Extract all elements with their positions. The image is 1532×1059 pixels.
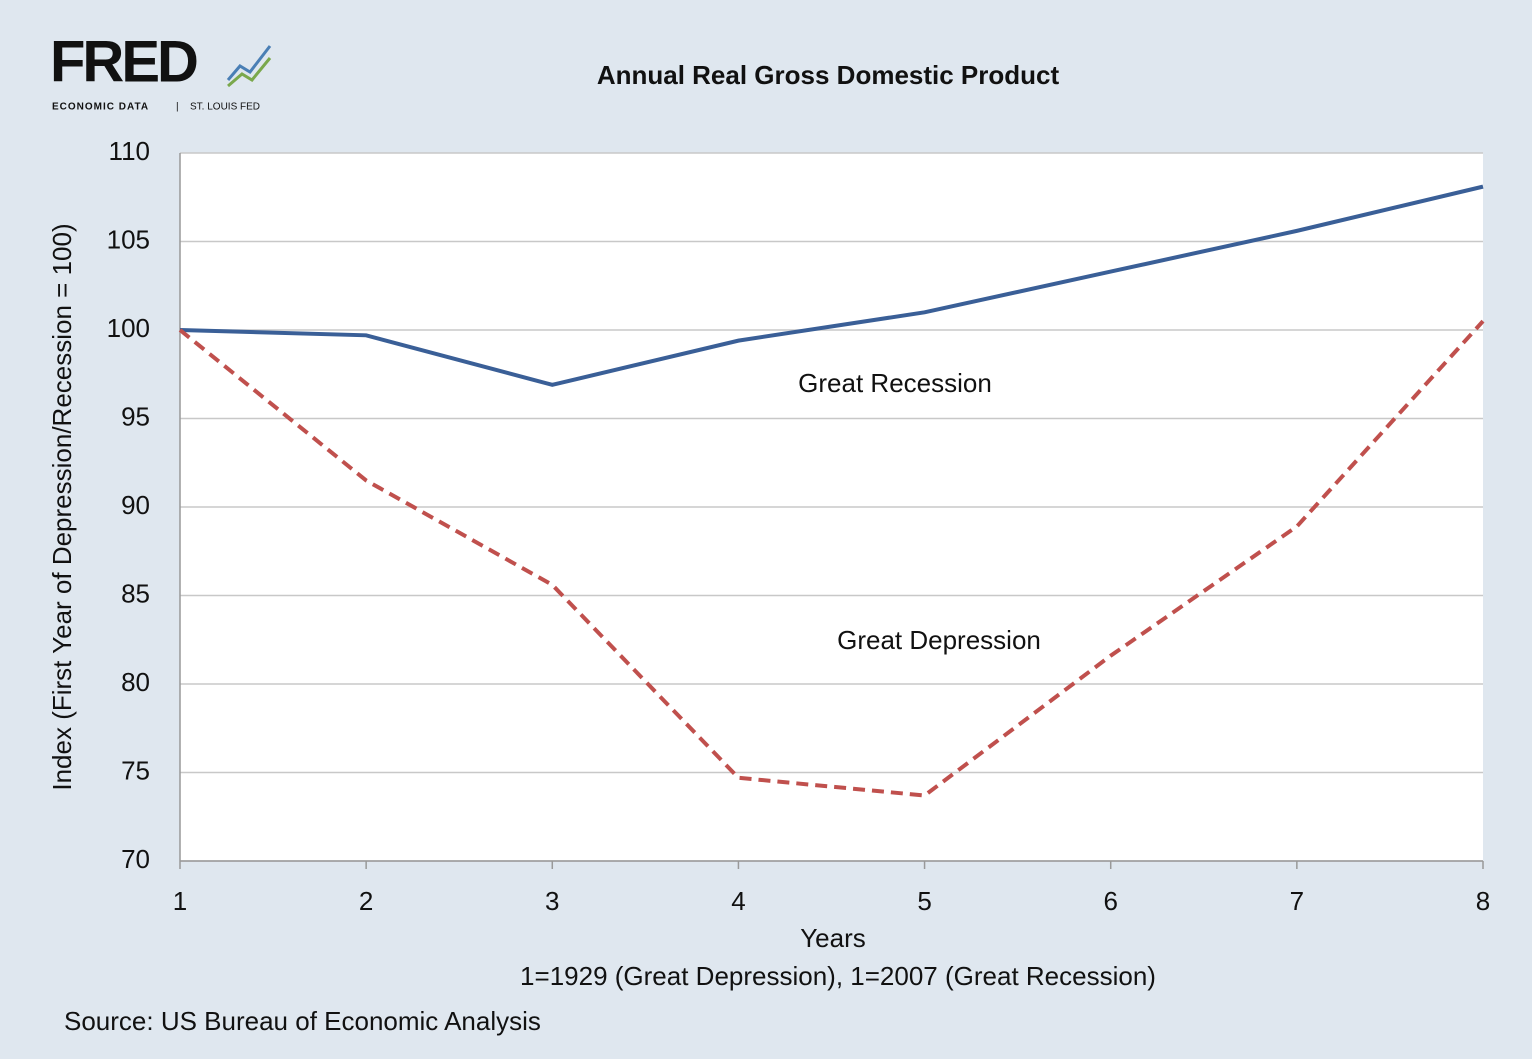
series-label: Great Recession	[798, 368, 992, 398]
x-axis-label: Years	[800, 923, 866, 953]
line	[178, 319, 1485, 798]
y-tick-label: 75	[121, 755, 150, 785]
x-tick-label: 1	[173, 886, 187, 916]
x-tick-label: 5	[917, 886, 931, 916]
series-label: Great Depression	[837, 625, 1041, 655]
chart-title: Annual Real Gross Domestic Product	[597, 60, 1060, 90]
x-tick-label: 8	[1476, 886, 1490, 916]
y-axis-label: Index (First Year of Depression/Recessio…	[47, 223, 77, 790]
y-tick-label: 85	[121, 578, 150, 608]
logo-icon	[227, 57, 272, 88]
y-tick-label: 90	[121, 490, 150, 520]
line	[179, 184, 1484, 387]
y-tick-label: 95	[121, 401, 150, 431]
x-tick-label: 3	[545, 886, 559, 916]
x-axis-sublabel: 1=1929 (Great Depression), 1=2007 (Great…	[520, 961, 1156, 991]
source: Source: US Bureau of Economic Analysis	[64, 1006, 541, 1036]
x-tick-label: 2	[359, 886, 373, 916]
logo-name: FRED	[50, 29, 197, 94]
y-tick-label: 70	[121, 844, 150, 874]
x-tick-label: 6	[1103, 886, 1117, 916]
logo-separator: |	[176, 102, 179, 113]
logo-text: ST. LOUIS FED	[190, 102, 260, 113]
logo-icon	[226, 45, 272, 81]
y-tick-label: 105	[107, 224, 150, 254]
y-tick-label: 80	[121, 667, 150, 697]
x-tick-label: 7	[1290, 886, 1304, 916]
x-tick-label: 4	[731, 886, 745, 916]
logo-text: ECONOMIC DATA	[52, 102, 149, 113]
y-tick-label: 110	[109, 136, 150, 166]
y-tick-label: 100	[107, 313, 150, 343]
